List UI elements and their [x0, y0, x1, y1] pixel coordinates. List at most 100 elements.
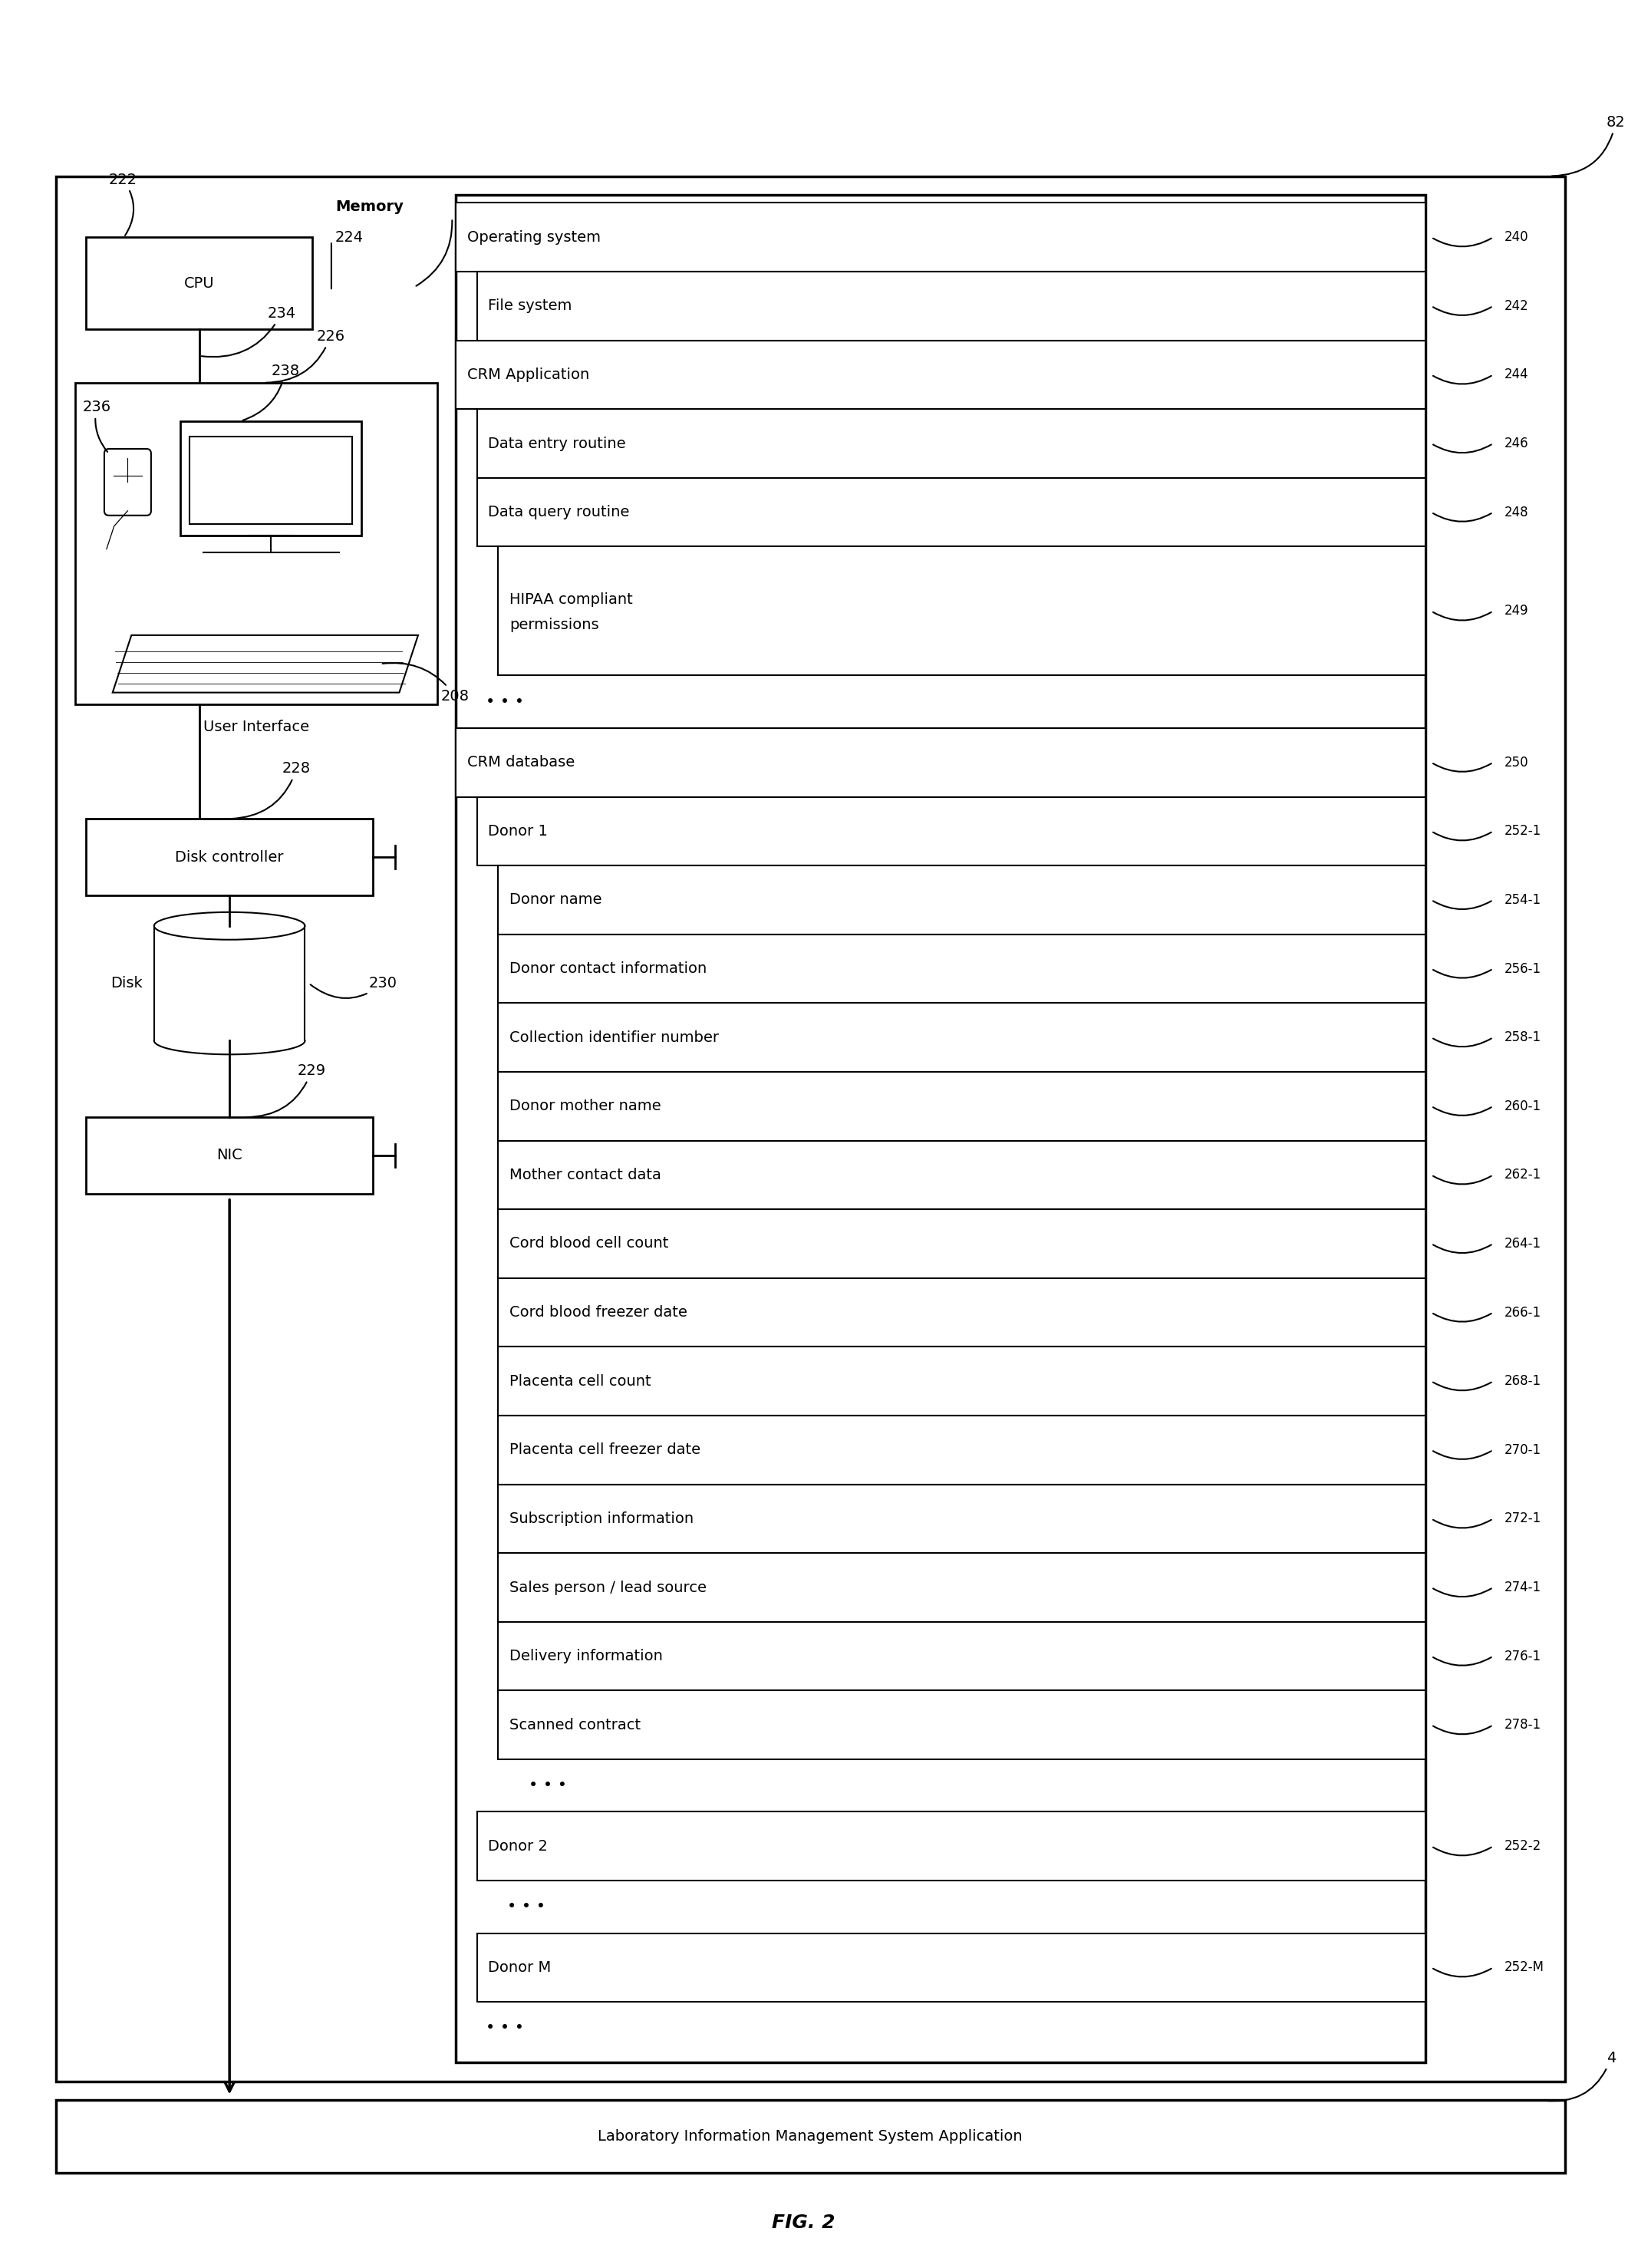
Bar [498, 1279, 1424, 1347]
Text: CPU: CPU [184, 277, 215, 290]
Bar [477, 272, 1424, 340]
Text: 249: 249 [1504, 603, 1529, 617]
Text: 264-1: 264-1 [1504, 1236, 1542, 1250]
Bar [86, 1118, 373, 1193]
Text: Collection identifier number: Collection identifier number [510, 1030, 720, 1046]
Bar [498, 1483, 1424, 1554]
Text: 276-1: 276-1 [1504, 1649, 1542, 1662]
Text: 224: 224 [335, 229, 363, 245]
Text: 236: 236 [83, 399, 111, 451]
Text: 254-1: 254-1 [1504, 894, 1542, 907]
Text: Subscription information: Subscription information [510, 1510, 694, 1526]
Text: 268-1: 268-1 [1504, 1374, 1542, 1388]
Bar [477, 1812, 1424, 1880]
Text: 252-M: 252-M [1504, 1960, 1545, 1975]
Text: 240: 240 [1504, 231, 1529, 245]
Text: Mother contact data: Mother contact data [510, 1168, 661, 1182]
Text: Donor contact information: Donor contact information [510, 962, 707, 975]
Text: 262-1: 262-1 [1504, 1168, 1542, 1182]
Bar [498, 547, 1424, 676]
FancyBboxPatch shape [104, 449, 151, 515]
Text: Cord blood cell count: Cord blood cell count [510, 1236, 669, 1252]
Bar [498, 1347, 1424, 1415]
Text: 278-1: 278-1 [1504, 1719, 1542, 1733]
Bar [55, 177, 1565, 2082]
Text: 226: 226 [265, 329, 345, 383]
Text: 260-1: 260-1 [1504, 1100, 1542, 1114]
Bar [477, 479, 1424, 547]
Polygon shape [112, 635, 418, 692]
Text: Laboratory Information Management System Application: Laboratory Information Management System… [597, 2130, 1022, 2143]
Text: • • •: • • • [487, 2021, 524, 2037]
Bar [498, 1622, 1424, 1690]
Ellipse shape [155, 912, 304, 939]
Text: 230: 230 [311, 975, 397, 998]
Text: Placenta cell count: Placenta cell count [510, 1374, 651, 1388]
Text: • • •: • • • [508, 1898, 545, 1914]
Text: 246: 246 [1504, 438, 1529, 451]
Text: 4: 4 [1545, 2050, 1615, 2100]
Text: 242: 242 [1504, 299, 1529, 313]
Text: 248: 248 [1504, 506, 1529, 519]
Text: 256-1: 256-1 [1504, 962, 1542, 975]
Text: 266-1: 266-1 [1504, 1306, 1542, 1320]
Text: 274-1: 274-1 [1504, 1581, 1542, 1594]
Bar [498, 1073, 1424, 1141]
Text: Donor 1: Donor 1 [488, 823, 549, 839]
Text: Sales person / lead source: Sales person / lead source [510, 1581, 707, 1594]
Bar [55, 2100, 1565, 2173]
Bar [498, 1141, 1424, 1209]
Bar [86, 238, 313, 329]
Bar [498, 1415, 1424, 1483]
Text: 252-2: 252-2 [1504, 1839, 1542, 1853]
Text: 250: 250 [1504, 755, 1529, 769]
Text: 234: 234 [202, 306, 296, 356]
Bar [456, 728, 1424, 796]
Text: 244: 244 [1504, 367, 1529, 381]
Bar [456, 340, 1424, 408]
Text: • • •: • • • [527, 1778, 567, 1794]
Text: Donor mother name: Donor mother name [510, 1100, 661, 1114]
Text: permissions: permissions [510, 617, 599, 633]
Text: 228: 228 [231, 762, 311, 819]
Bar [477, 408, 1424, 479]
Text: 229: 229 [247, 1064, 326, 1118]
Text: Donor 2: Donor 2 [488, 1839, 549, 1853]
Text: Cord blood freezer date: Cord blood freezer date [510, 1304, 687, 1320]
Bar [189, 435, 353, 524]
Text: NIC: NIC [217, 1148, 243, 1163]
Text: Disk controller: Disk controller [176, 850, 283, 864]
Bar [75, 383, 436, 703]
Bar [456, 195, 1424, 2062]
Text: 208: 208 [383, 662, 469, 703]
Bar [498, 934, 1424, 1002]
Bar [477, 1932, 1424, 2003]
Text: Delivery information: Delivery information [510, 1649, 663, 1662]
Bar [498, 1554, 1424, 1622]
Text: Data query routine: Data query routine [488, 506, 630, 519]
Bar [86, 819, 373, 896]
Text: CRM Application: CRM Application [467, 367, 589, 381]
Bar [477, 796, 1424, 866]
Bar [456, 202, 1424, 272]
Text: Memory: Memory [335, 200, 404, 213]
Text: 270-1: 270-1 [1504, 1442, 1542, 1456]
Text: User Interface: User Interface [204, 719, 309, 735]
Text: Donor name: Donor name [510, 894, 602, 907]
Bar [181, 422, 361, 535]
Text: • • •: • • • [487, 694, 524, 710]
Bar [498, 866, 1424, 934]
Text: CRM database: CRM database [467, 755, 575, 769]
Text: Placenta cell freezer date: Placenta cell freezer date [510, 1442, 700, 1458]
Text: 258-1: 258-1 [1504, 1030, 1542, 1043]
Text: Disk: Disk [111, 975, 143, 991]
Text: HIPAA compliant: HIPAA compliant [510, 592, 633, 608]
Text: 238: 238 [243, 363, 300, 420]
Text: 272-1: 272-1 [1504, 1513, 1542, 1526]
Text: 82: 82 [1551, 116, 1625, 177]
Text: Scanned contract: Scanned contract [510, 1717, 641, 1733]
Text: 222: 222 [109, 172, 137, 236]
Bar [498, 1002, 1424, 1073]
Text: Donor M: Donor M [488, 1960, 552, 1975]
Bar [498, 1690, 1424, 1760]
